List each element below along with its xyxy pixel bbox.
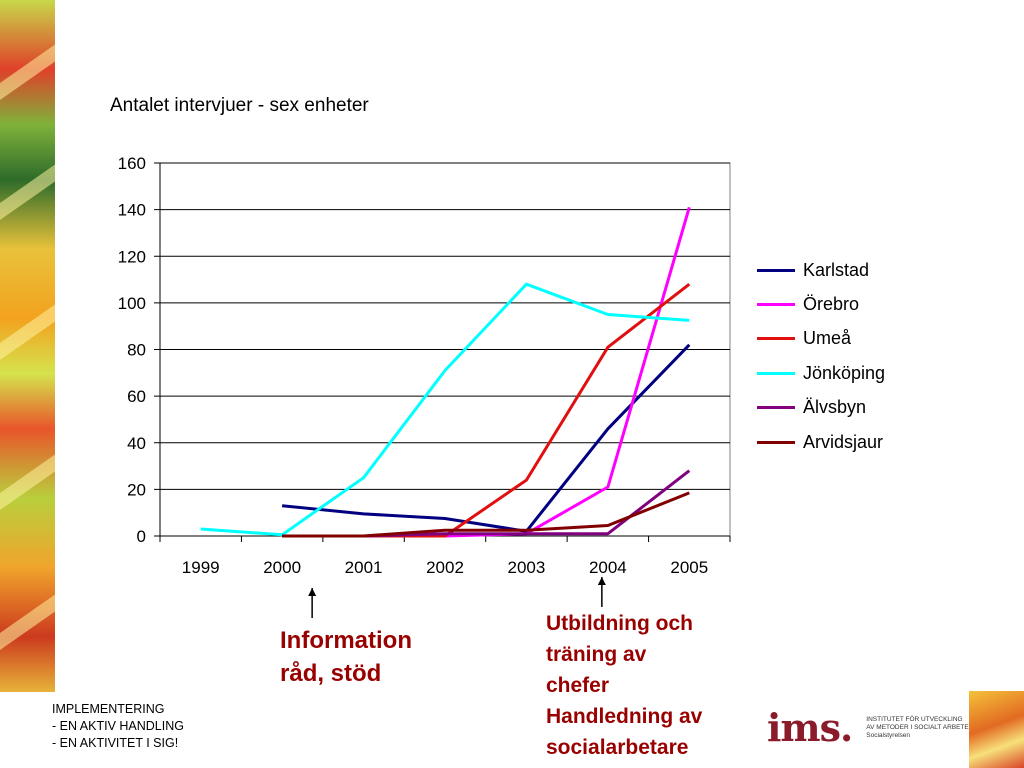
- y-tick-label: 60: [127, 387, 146, 406]
- logo-dot: .: [840, 705, 853, 750]
- legend-item: Älvsbyn: [757, 391, 885, 425]
- legend-swatch: [757, 371, 795, 375]
- y-tick-label: 160: [118, 154, 146, 173]
- chart-title: Antalet intervjuer - sex enheter: [110, 95, 369, 116]
- footer-text: IMPLEMENTERING - EN AKTIV HANDLING - EN …: [52, 702, 184, 750]
- y-tick-label: 40: [127, 434, 146, 453]
- decorative-side-image: [0, 0, 55, 692]
- annotation-training: Utbildning och träning av chefer Handled…: [546, 612, 703, 759]
- y-tick-label: 0: [137, 527, 146, 546]
- y-tick-label: 100: [118, 294, 146, 313]
- legend-label: Älvsbyn: [803, 397, 867, 418]
- x-tick-label: 2005: [670, 558, 708, 577]
- legend-swatch: [757, 337, 795, 341]
- logo-mark: ims: [767, 705, 841, 750]
- logo-text: INSTITUTET FÖR UTVECKLING AV METODER I S…: [866, 715, 969, 739]
- legend-swatch: [757, 406, 795, 410]
- series-line-karlstad: [281, 343, 691, 533]
- y-tick-label: 120: [118, 247, 146, 266]
- arrow-information-head: [308, 588, 317, 596]
- legend-label: Örebro: [803, 294, 860, 315]
- legend-item: Örebro: [757, 287, 885, 321]
- chart-legend: Karlstad Örebro Umeå Jönköping Älvsbyn Arvids…: [757, 253, 885, 459]
- y-tick-label: 20: [127, 480, 146, 499]
- x-tick-label: 2004: [589, 558, 627, 577]
- x-tick-label: 2000: [263, 558, 301, 577]
- legend-swatch: [757, 303, 795, 307]
- y-tick-label: 80: [127, 341, 146, 360]
- decorative-corner-image: [969, 691, 1024, 768]
- legend-swatch: [757, 440, 795, 444]
- legend-label: Arvidsjaur: [803, 431, 884, 452]
- series-line-arvidsjaur: [282, 491, 690, 538]
- ims-logo: ims. INSTITUTET FÖR UTVECKLING AV METODE…: [767, 705, 969, 750]
- y-tick-label: 140: [118, 201, 146, 220]
- x-tick-label: 2003: [508, 558, 546, 577]
- legend-item: Jönköping: [757, 356, 885, 390]
- annotation-information: Information råd, stöd: [280, 627, 412, 687]
- legend-item: Arvidsjaur: [757, 425, 885, 459]
- legend-item: Umeå: [757, 322, 885, 356]
- legend-item: Karlstad: [757, 253, 885, 287]
- x-tick-label: 2002: [426, 558, 464, 577]
- x-tick-label: 2001: [345, 558, 383, 577]
- x-tick-label: 1999: [182, 558, 220, 577]
- legend-label: Karlstad: [803, 259, 870, 280]
- legend-label: Umeå: [803, 328, 852, 349]
- legend-swatch: [757, 268, 795, 272]
- series-line-umeå: [282, 283, 691, 538]
- series-line-jönköping: [200, 282, 690, 537]
- arrow-training-head: [597, 577, 606, 585]
- legend-label: Jönköping: [803, 362, 886, 383]
